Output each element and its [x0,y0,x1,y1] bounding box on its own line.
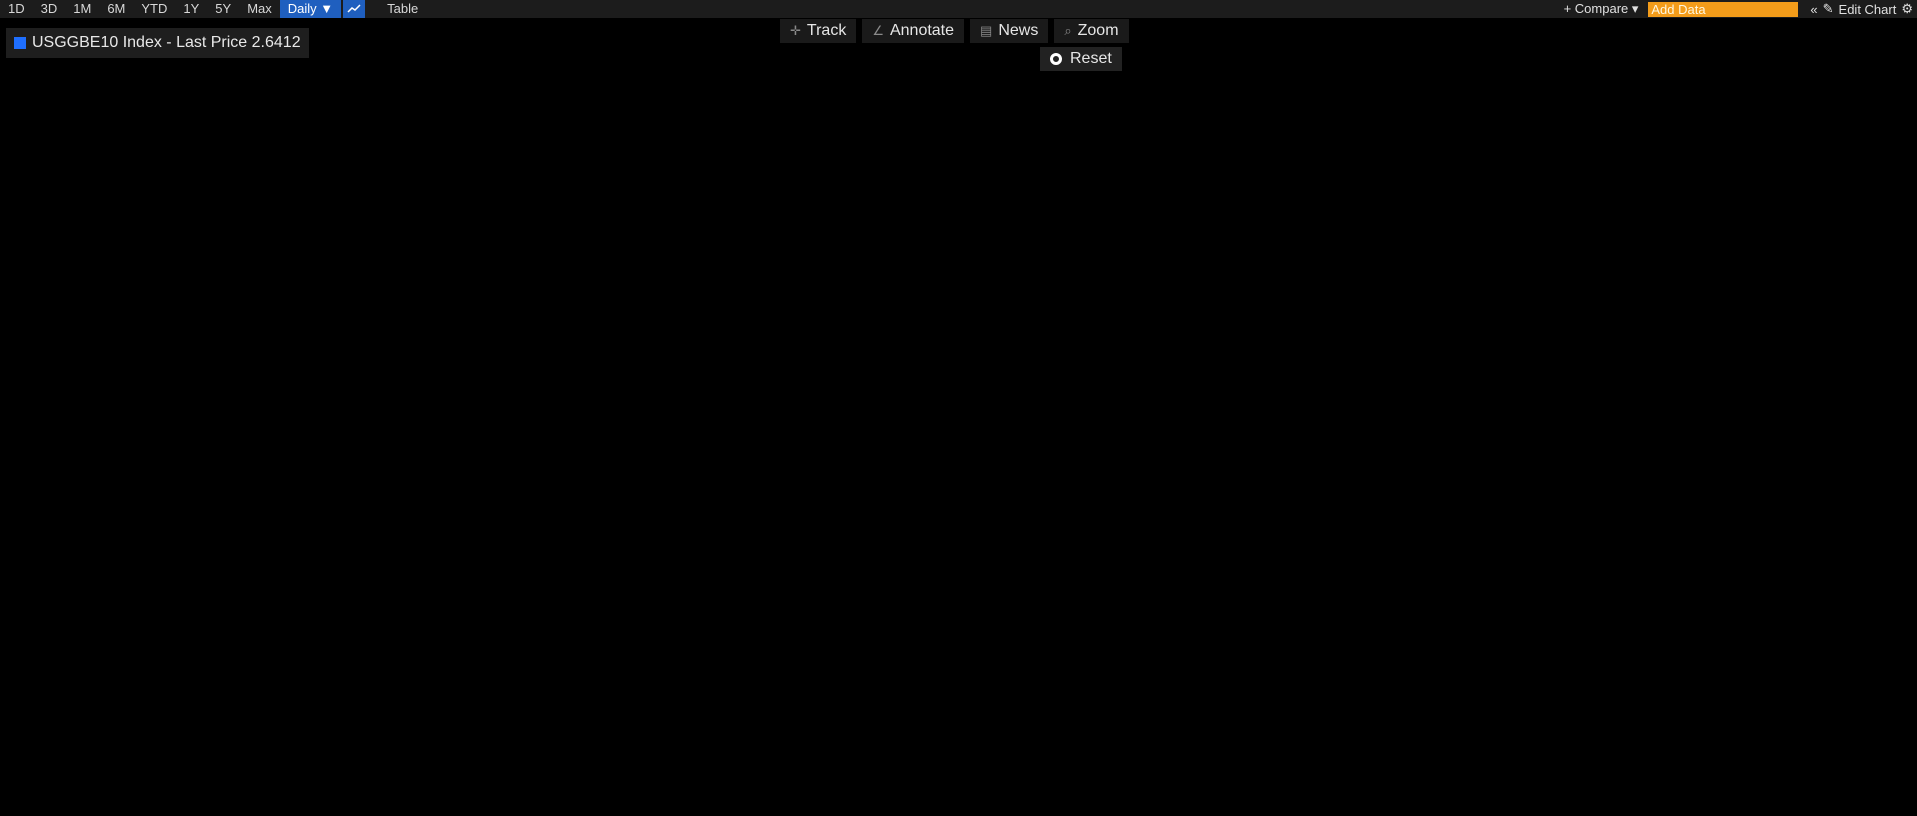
news-label: News [998,22,1039,39]
y-tick-label: 2.00 [1862,260,1891,277]
reset-button[interactable]: Reset [1040,47,1122,71]
x-tick-label: 2014 [709,789,745,806]
range-button-max[interactable]: Max [247,1,272,16]
x-tick-label: 2019 [1475,789,1511,806]
annotate-label: Annotate [889,22,955,39]
x-tick-label: 2010 [97,789,133,806]
series-legend[interactable]: USGGBE10 Index - Last Price 2.6412 [6,28,309,58]
annotate-button[interactable]: ∠ Annotate [862,19,965,43]
news-button[interactable]: ▤ News [970,19,1049,43]
collapse-icon[interactable]: « [1810,1,1818,17]
secondary-value-tag [1852,134,1904,155]
range-button-1y[interactable]: 1Y [183,1,200,16]
range-button-3d[interactable]: 3D [40,1,58,16]
crosshair-date-box [217,788,292,808]
x-tick-label: 2015 [863,789,899,806]
compare-button[interactable]: + Compare ▾ [1563,1,1639,16]
pencil-icon: ∠ [872,23,884,38]
x-tick-label: 2013 [556,789,592,806]
news-icon: ▤ [980,23,993,38]
x-tick-label: 2020 [1628,789,1664,806]
range-button-ytd[interactable]: YTD [141,1,168,16]
zoom-button[interactable]: ⌕ Zoom [1054,19,1129,43]
line-chart-icon [347,4,361,13]
reset-label: Reset [1070,50,1112,67]
crosshair-date-label: 06/16/11 [226,791,283,808]
table-button[interactable]: Table [387,1,419,16]
last-price-label: 2.6468 [1860,53,1906,70]
x-tick-label: 2017 [1169,789,1205,806]
x-tick-label: 2021 [1781,789,1817,806]
add-data-input[interactable]: Add Data [1648,1,1799,17]
y-tick-label: 1.00 [1862,579,1891,596]
range-button-5y[interactable]: 5Y [215,1,232,16]
magnifier-icon: ⌕ [1064,23,1072,38]
edit-chart-button[interactable]: « ✎ Edit Chart ⚙ [1806,1,1917,17]
range-button-6m[interactable]: 6M [107,1,126,16]
pencil-icon: ✎ [1822,1,1834,16]
reset-icon [1050,53,1062,65]
frequency-dropdown[interactable]: Daily ▼ [279,0,342,18]
crosshair-icon: ✛ [790,23,801,38]
x-tick-label: 2012 [403,789,439,806]
zoom-label: Zoom [1077,22,1119,39]
track-button[interactable]: ✛ Track [780,19,857,43]
legend-label: USGGBE10 Index - Last Price 2.6412 [32,34,301,51]
chart-type-button[interactable] [343,0,366,18]
chart-toolbar: 1D 3D 1M 6M YTD 1Y 5Y Max Daily ▼ Table + Compa… [0,0,1917,18]
edit-chart-label: Edit Chart [1838,1,1897,17]
range-buttons: 1D 3D 1M 6M YTD 1Y 5Y Max [0,0,280,18]
toolbar-right: + Compare ▾ Add Data « ✎ Edit Chart ⚙ [1554,0,1917,18]
secondary-value-label: 2.4831 [1855,136,1901,153]
y-tick-label: 0.50 [1862,739,1891,756]
range-button-1d[interactable]: 1D [8,1,25,16]
track-label: Track [806,22,847,39]
series-line [0,68,1839,717]
legend-swatch [14,37,26,49]
range-button-1m[interactable]: 1M [73,1,92,16]
last-price-tag [1854,50,1912,73]
y-tick-label: 1.50 [1862,419,1891,436]
x-tick-label: 2016 [1016,789,1052,806]
chart-tools: ✛ Track ∠ Annotate ▤ News ⌕ Zoom [780,19,1129,43]
gear-icon[interactable]: ⚙ [1901,1,1913,16]
x-tick-label: 2018 [1322,789,1358,806]
